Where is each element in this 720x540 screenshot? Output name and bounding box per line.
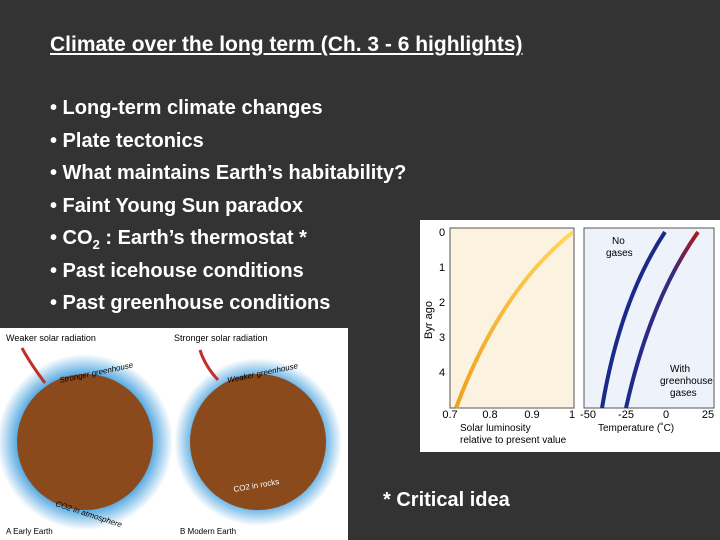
bullet: • Past icehouse conditions: [50, 259, 304, 282]
tick-label: 0: [439, 227, 445, 239]
arrow: [198, 349, 220, 382]
tick-label: 0.7: [442, 409, 457, 421]
annotation: No: [612, 236, 625, 247]
tick-label: 0.8: [482, 409, 497, 421]
bullet-text: • CO: [50, 227, 93, 249]
tick-label: -25: [618, 409, 634, 421]
tick-label: 3: [439, 332, 445, 344]
bullet: • What maintains Earth’s habitability?: [50, 162, 407, 184]
annotation: With: [670, 364, 690, 375]
axis-label: Solar luminosity: [460, 423, 531, 434]
tick-label: -50: [580, 409, 596, 421]
left-figure: Weaker solar radiation Stronger greenhou…: [0, 328, 348, 540]
tick-label: 0.9: [524, 409, 539, 421]
curve: [600, 230, 667, 409]
axis-label: Byr ago: [423, 301, 435, 339]
bullet: • Plate tectonics: [50, 129, 204, 152]
label: Weaker solar radiation: [6, 333, 96, 343]
curve: [624, 230, 700, 409]
arrow: [20, 347, 47, 384]
bullet-text: : Earth’s thermostat *: [99, 227, 307, 249]
tick-label: 4: [439, 367, 445, 379]
tick-label: 1: [439, 262, 445, 274]
earth: [17, 374, 153, 510]
bullet: • CO2 : Earth’s thermostat *: [50, 224, 406, 257]
tick-label: 0: [663, 409, 669, 421]
bullet: • Faint Young Sun paradox: [50, 194, 303, 217]
tick-label: 1: [569, 409, 575, 421]
curve: [454, 230, 575, 409]
right-figure: Byr ago 0 1 2 3 4 0.7 0.8 0.9 1 -50 -25 …: [420, 220, 720, 452]
annotation: greenhouse: [660, 376, 713, 387]
bullet-list: • Long-term climate changes • Plate tect…: [50, 94, 406, 322]
tick-label: 25: [702, 409, 714, 421]
bullet: • Past greenhouse conditions: [50, 292, 331, 314]
slide-title: Climate over the long term (Ch. 3 - 6 hi…: [50, 33, 523, 56]
axis-label: Temperature (˚C): [598, 422, 674, 434]
annotation: gases: [670, 388, 697, 399]
earth: [190, 374, 326, 510]
plot-frame: [449, 227, 575, 409]
axis-label: relative to present value: [460, 435, 567, 446]
subscript: 2: [92, 237, 100, 252]
note: * Critical idea: [383, 489, 510, 511]
caption: B Modern Earth: [180, 527, 236, 536]
tick-label: 2: [439, 297, 445, 309]
bullet: • Long-term climate changes: [50, 97, 323, 119]
label: Stronger solar radiation: [174, 333, 268, 343]
annotation: gases: [606, 248, 633, 259]
caption: A Early Earth: [6, 527, 53, 536]
